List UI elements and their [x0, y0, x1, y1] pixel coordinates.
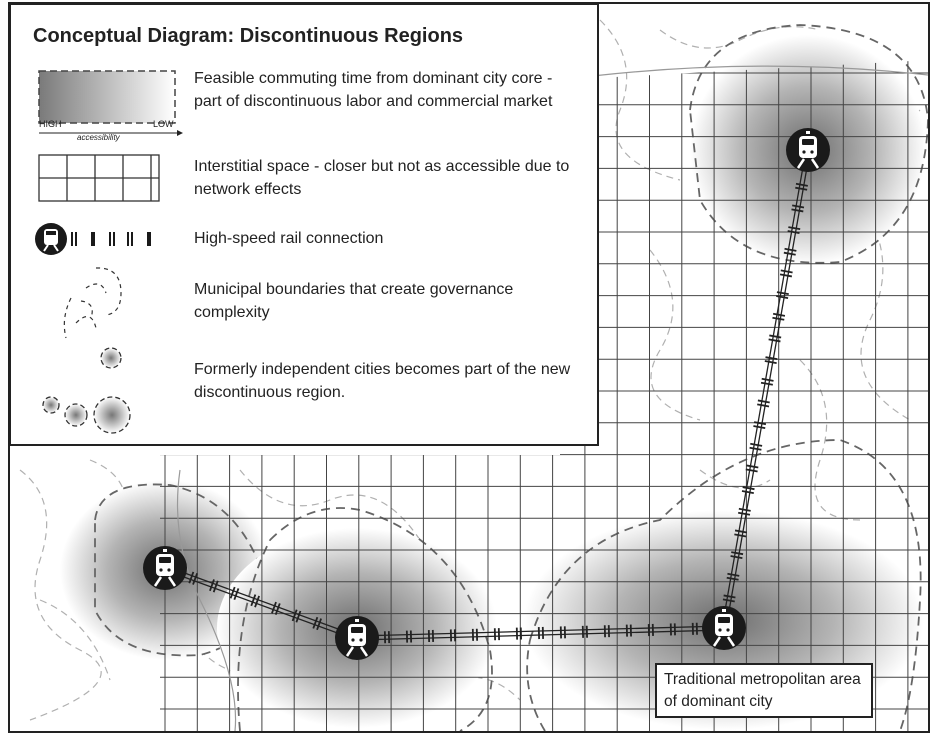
rail-tie: [769, 334, 782, 339]
rail-tie: [792, 204, 805, 209]
legend: Conceptual Diagram: Discontinuous Region…: [9, 3, 599, 446]
rail-tie: [291, 609, 298, 622]
rail-tie: [745, 468, 758, 473]
rail-tie: [788, 226, 801, 231]
rail-tie: [726, 576, 739, 581]
train-station-icon: [143, 546, 187, 590]
rail-tie: [316, 618, 322, 631]
rail-tie: [760, 381, 773, 386]
dashed-boundary-icon: [63, 267, 122, 339]
rail-tie: [776, 295, 789, 299]
legend-text-rail: High-speed rail connection: [194, 230, 384, 247]
rail-tie: [764, 360, 777, 364]
legend-text-commuting: Feasible commuting time from dominant ci…: [194, 70, 553, 110]
rail-tie: [772, 316, 785, 321]
rail-tie: [731, 551, 744, 556]
rail-tie: [738, 511, 751, 516]
rail-tie: [783, 251, 796, 256]
rail-track: [165, 565, 358, 637]
rail-tie: [772, 312, 786, 317]
rail-tie: [784, 247, 797, 252]
rail-tie: [776, 291, 789, 296]
rail-tie: [765, 356, 778, 361]
rail-tie: [779, 273, 793, 278]
gradient-accessibility-swatch: [38, 70, 183, 136]
rail-tie: [274, 603, 281, 616]
rail-track: [721, 149, 807, 628]
rail-tie: [271, 601, 277, 614]
scale-high: HIGH: [39, 119, 62, 129]
rail-tie: [795, 186, 808, 191]
rail-tie: [746, 464, 759, 469]
legend-text-cities: Formerly independent cities becomes part…: [194, 361, 571, 401]
rail-track: [357, 629, 725, 641]
rail-tie: [749, 446, 762, 451]
high-speed-rail: [164, 149, 811, 644]
metropolitan-callout: Traditional metropolitan area of dominan…: [655, 663, 873, 718]
rail-tie: [295, 610, 302, 623]
rail-tie: [757, 399, 770, 404]
rail-tie: [768, 338, 781, 343]
rail-tie: [741, 490, 754, 495]
rail-tie: [722, 598, 735, 603]
rail-tie: [192, 573, 198, 585]
rail-tie: [780, 269, 793, 274]
legend-title: Conceptual Diagram: Discontinuous Region…: [33, 25, 464, 47]
scale-label: accessibility: [77, 133, 120, 142]
rail-tie: [757, 403, 770, 408]
rail-tie: [188, 571, 195, 584]
rail-track: [725, 150, 811, 629]
train-station-icon: [335, 616, 379, 660]
rail-track: [356, 625, 724, 637]
scale-low: LOW: [153, 119, 174, 129]
rail-tie: [753, 425, 766, 430]
rail-tie: [723, 594, 736, 599]
train-station-icon: [786, 128, 830, 172]
rail-tie: [212, 580, 219, 593]
rail-tie: [229, 586, 236, 599]
rail-tie: [254, 595, 260, 608]
rail-tie: [795, 182, 808, 187]
rail-tie: [727, 572, 740, 577]
rail-tie: [787, 230, 800, 234]
rail-tie: [750, 442, 763, 447]
grid-swatch: [38, 154, 160, 202]
train-rail-icon: [35, 223, 151, 255]
rail-tie: [791, 208, 804, 213]
legend-text-interstitial: Interstitial space - closer but not as a…: [194, 158, 570, 198]
rail-tie: [742, 486, 755, 491]
rail-track: [164, 569, 357, 641]
rail-tie: [730, 555, 743, 560]
rail-tie: [312, 616, 319, 629]
legend-text-municipal: Municipal boundaries that create governa…: [194, 281, 514, 321]
rail-tie: [209, 579, 215, 592]
rail-tie: [738, 507, 751, 512]
rail-tie: [734, 529, 748, 534]
rail-tie: [233, 588, 240, 600]
rail-tie: [734, 533, 747, 538]
train-station-icon: [702, 606, 746, 650]
rail-tie: [761, 377, 774, 382]
rail-tie: [753, 421, 767, 426]
rail-tie: [250, 594, 257, 607]
merged-cities-icon: [42, 347, 131, 434]
